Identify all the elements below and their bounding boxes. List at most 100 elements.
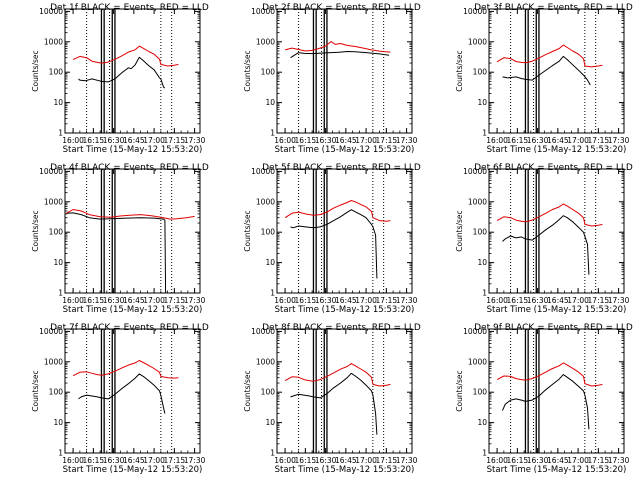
- plot-frame: [64, 8, 201, 134]
- chart-panel-det-5: Det 5f BLACK = Events, RED = LLD 1 10 100 10…: [243, 163, 421, 315]
- x-tick-label: 17:00: [355, 136, 377, 145]
- series-line-events: [502, 215, 590, 275]
- y-tick-label: 10000: [251, 167, 275, 176]
- y-tick-label: 10: [53, 418, 63, 427]
- y-tick-label: 10: [265, 258, 275, 267]
- chart-title: Det 4f BLACK = Events, RED = LLD: [50, 163, 209, 173]
- series-line-lld: [72, 360, 179, 379]
- x-tick-label: 16:30: [315, 456, 337, 465]
- y-tick-label: 100: [473, 68, 488, 77]
- series-line-events: [78, 56, 166, 89]
- y-tick-label: 10000: [463, 7, 487, 16]
- x-tick-label: 16:30: [315, 136, 337, 145]
- x-tick-label: 17:30: [396, 136, 418, 145]
- x-axis-label: Start Time (15-May-12 15:53:20): [63, 465, 203, 475]
- series-line-lld: [284, 41, 391, 53]
- y-tick-label: 100: [49, 388, 64, 397]
- x-tick-label: 17:00: [143, 136, 165, 145]
- chart-title: Det 8f BLACK = Events, RED = LLD: [262, 323, 421, 333]
- x-tick-label: 16:15: [83, 136, 105, 145]
- x-tick-label: 16:45: [547, 296, 569, 305]
- x-tick-label: 16:30: [527, 296, 549, 305]
- series-line-lld: [72, 45, 179, 67]
- series-line-lld: [496, 44, 603, 68]
- series-line-events: [78, 373, 166, 414]
- x-tick-label: 17:15: [164, 136, 186, 145]
- series-line-events: [502, 374, 590, 430]
- series-line-events: [290, 51, 390, 59]
- plot-frame: [488, 8, 625, 134]
- chart-title: Det 6f BLACK = Events, RED = LLD: [474, 163, 633, 173]
- y-tick-label: 1000: [256, 357, 275, 366]
- plot-frame: [64, 328, 201, 454]
- x-tick-label: 16:30: [315, 296, 337, 305]
- y-axis-label: Counts/sec: [455, 370, 464, 411]
- plot-frame: [488, 168, 625, 294]
- chart-panel-det-9: Det 9f BLACK = Events, RED = LLD 1 10 100 10…: [455, 323, 633, 475]
- y-tick-label: 10: [477, 98, 487, 107]
- x-tick-label: 16:15: [83, 456, 105, 465]
- x-tick-label: 17:15: [164, 296, 186, 305]
- x-tick-label: 16:45: [123, 456, 145, 465]
- series-line-lld: [496, 203, 603, 227]
- y-tick-label: 1: [270, 449, 275, 458]
- x-axis-label: Start Time (15-May-12 15:53:20): [487, 305, 627, 315]
- x-tick-label: 17:00: [355, 456, 377, 465]
- chart-panel-det-7: Det 7f BLACK = Events, RED = LLD 1 10 100 10…: [31, 323, 209, 475]
- y-axis-label: Counts/sec: [243, 370, 252, 411]
- series-line-lld: [496, 362, 603, 387]
- x-tick-label: 16:00: [274, 296, 296, 305]
- series-line-lld: [66, 209, 195, 220]
- y-tick-label: 10000: [39, 327, 63, 336]
- y-axis-label: Counts/sec: [31, 370, 40, 411]
- series-line-events: [66, 212, 167, 294]
- x-tick-label: 16:45: [123, 296, 145, 305]
- series-line-lld: [284, 200, 391, 222]
- y-tick-label: 1: [482, 129, 487, 138]
- x-tick-label: 16:15: [295, 296, 317, 305]
- x-tick-label: 16:00: [274, 136, 296, 145]
- chart-panel-det-1: Det 1f BLACK = Events, RED = LLD 1 10 100 10…: [31, 3, 209, 155]
- x-axis-label: Start Time (15-May-12 15:53:20): [275, 305, 415, 315]
- chart-panel-det-8: Det 8f BLACK = Events, RED = LLD 1 10 100 10…: [243, 323, 421, 475]
- x-tick-label: 16:00: [274, 456, 296, 465]
- x-axis-label: Start Time (15-May-12 15:53:20): [487, 465, 627, 475]
- y-tick-label: 1: [482, 449, 487, 458]
- x-tick-label: 17:30: [184, 296, 206, 305]
- x-tick-label: 16:00: [486, 136, 508, 145]
- y-tick-label: 1000: [468, 357, 487, 366]
- chart-panel-det-6: Det 6f BLACK = Events, RED = LLD 1 10 100 10…: [455, 163, 633, 315]
- y-tick-label: 1: [270, 289, 275, 298]
- x-tick-label: 17:00: [567, 296, 589, 305]
- chart-panel-det-2: Det 2f BLACK = Events, RED = LLD 1 10 100 10…: [243, 3, 421, 155]
- plot-frame: [276, 168, 413, 294]
- x-tick-label: 16:15: [295, 456, 317, 465]
- y-tick-label: 1: [58, 289, 63, 298]
- x-tick-label: 16:30: [103, 296, 125, 305]
- y-axis-label: Counts/sec: [243, 50, 252, 91]
- plot-frame: [488, 328, 625, 454]
- y-axis-label: Counts/sec: [455, 210, 464, 251]
- x-tick-label: 17:30: [608, 456, 630, 465]
- chart-title: Det 7f BLACK = Events, RED = LLD: [50, 323, 209, 333]
- x-axis-label: Start Time (15-May-12 15:53:20): [275, 145, 415, 155]
- y-tick-label: 10: [53, 98, 63, 107]
- y-tick-label: 10000: [463, 327, 487, 336]
- y-tick-label: 100: [49, 228, 64, 237]
- x-tick-label: 16:45: [335, 136, 357, 145]
- y-tick-label: 1: [58, 129, 63, 138]
- y-axis-label: Counts/sec: [455, 50, 464, 91]
- x-tick-label: 16:30: [103, 136, 125, 145]
- plot-frame: [276, 8, 413, 134]
- y-tick-label: 100: [49, 68, 64, 77]
- x-tick-label: 16:15: [507, 136, 529, 145]
- y-tick-label: 10: [265, 418, 275, 427]
- x-tick-label: 17:00: [143, 296, 165, 305]
- x-tick-label: 16:15: [507, 456, 529, 465]
- y-tick-label: 1: [270, 129, 275, 138]
- chart-panel-det-4: Det 4f BLACK = Events, RED = LLD 1 10 100 10…: [31, 163, 209, 315]
- series-line-events: [290, 209, 378, 279]
- x-axis-label: Start Time (15-May-12 15:53:20): [275, 465, 415, 475]
- x-tick-label: 17:15: [588, 296, 610, 305]
- y-tick-label: 1000: [44, 357, 63, 366]
